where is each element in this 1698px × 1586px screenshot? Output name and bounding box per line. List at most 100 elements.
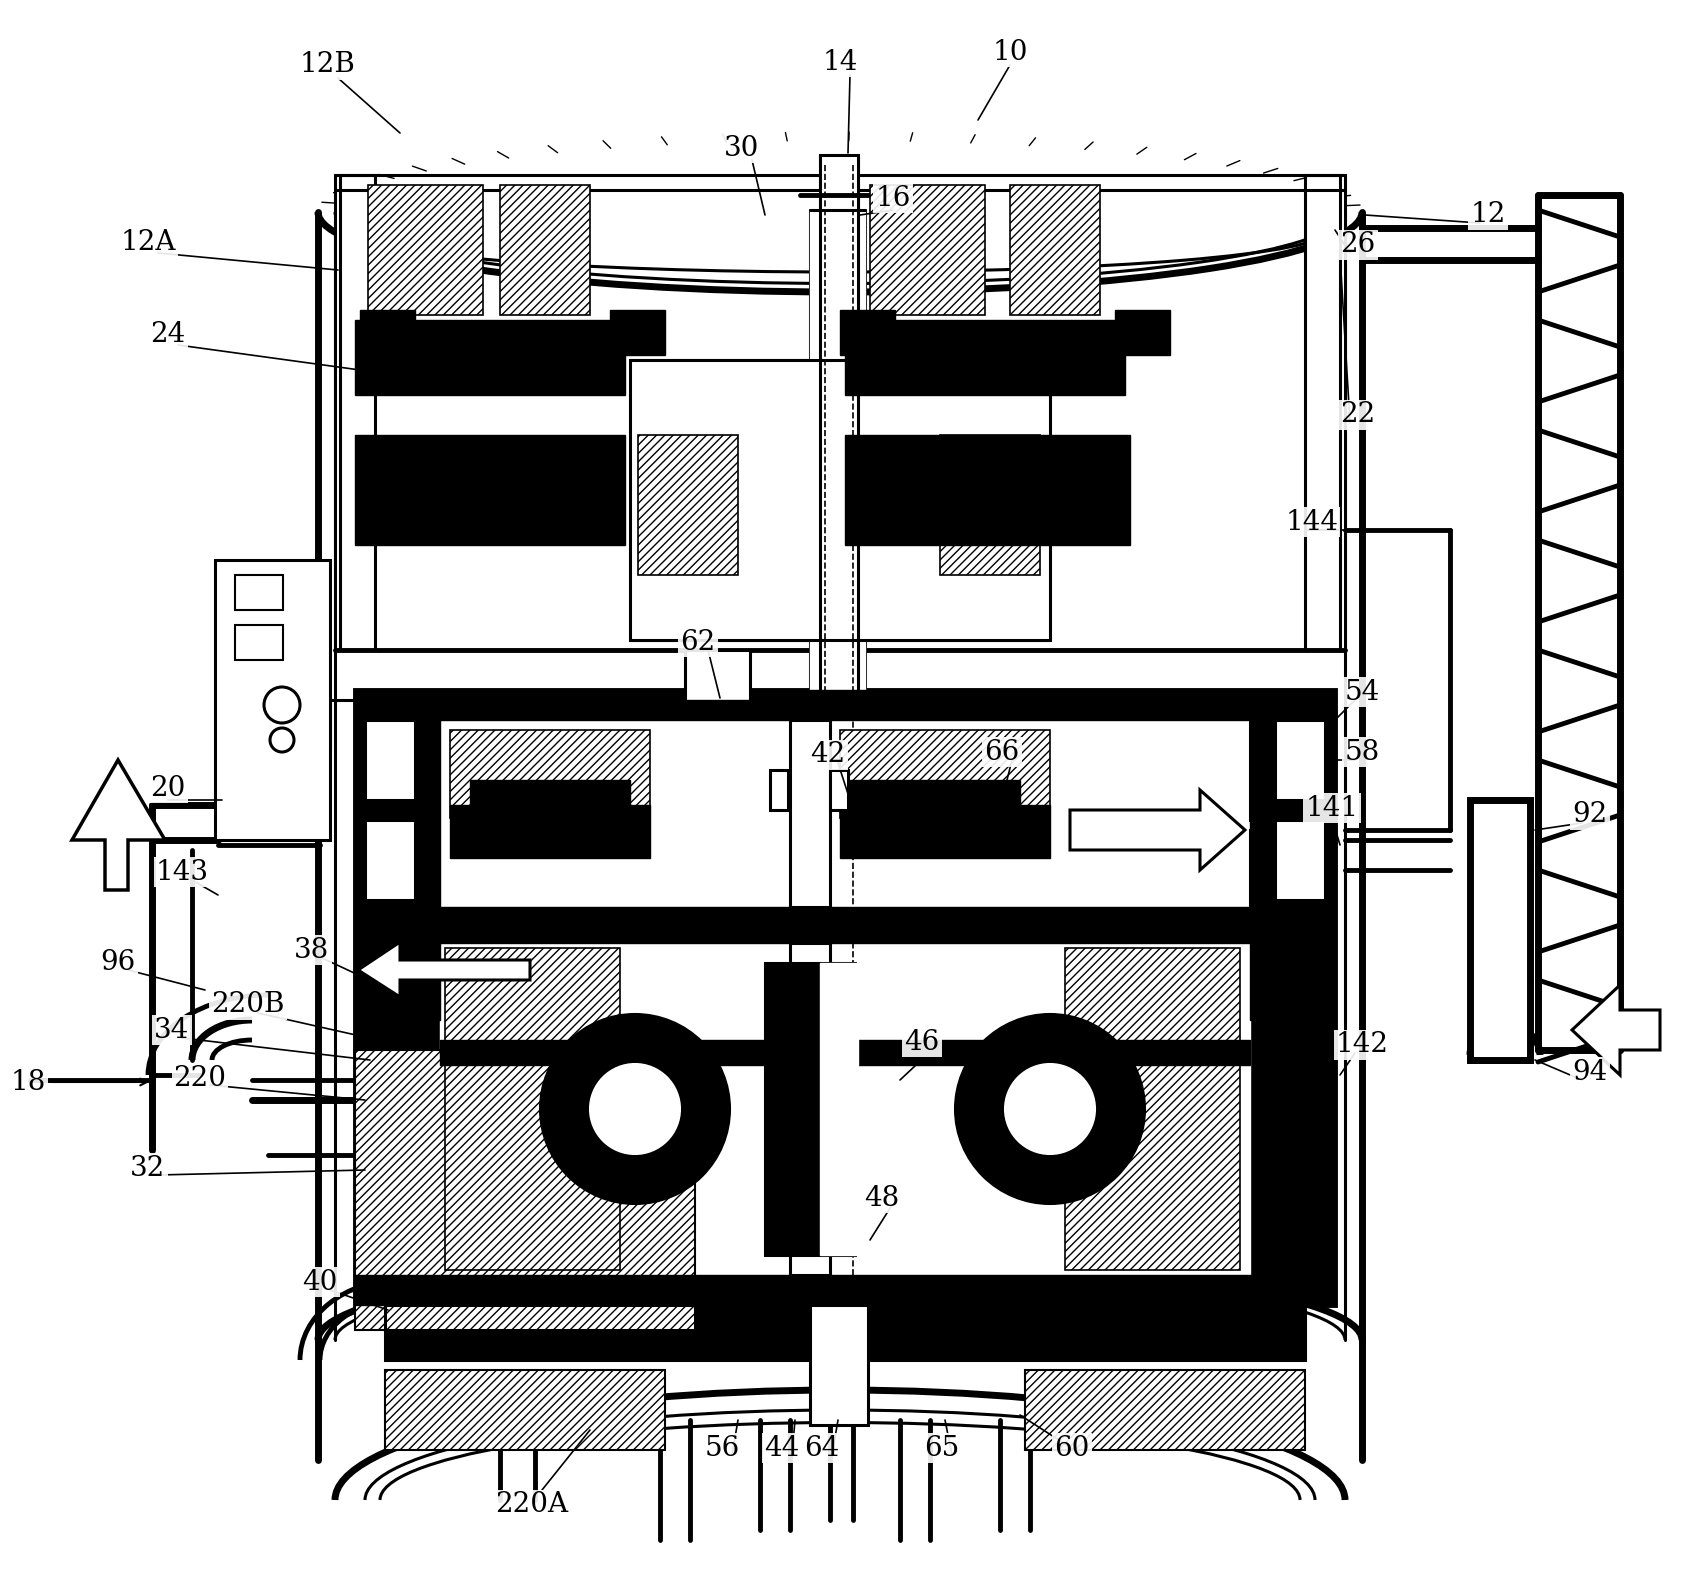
Bar [846, 435, 1129, 546]
Bar [869, 186, 985, 316]
Bar [234, 576, 284, 611]
Text: 20: 20 [151, 774, 185, 801]
Text: 12A: 12A [121, 230, 177, 257]
Text: 48: 48 [864, 1185, 900, 1212]
Polygon shape [71, 760, 165, 890]
Bar [385, 1370, 666, 1450]
Bar [440, 929, 1250, 1301]
Bar [1065, 948, 1240, 1270]
Bar [1250, 699, 1335, 820]
Text: 16: 16 [874, 184, 910, 211]
Bar [355, 690, 1335, 720]
Text: 34: 34 [155, 1017, 190, 1044]
Bar [766, 963, 856, 1255]
Bar [766, 963, 856, 1255]
Bar [365, 720, 414, 799]
Bar [1306, 174, 1345, 650]
Bar [216, 560, 329, 841]
Bar [355, 699, 440, 940]
Text: 12B: 12B [301, 51, 357, 78]
Text: 64: 64 [805, 1434, 839, 1462]
Bar [851, 780, 1020, 810]
Circle shape [270, 728, 294, 752]
Bar [790, 944, 830, 1275]
Polygon shape [1070, 790, 1245, 871]
Bar [610, 309, 666, 355]
Bar [385, 1305, 1306, 1361]
Text: 142: 142 [1336, 1031, 1389, 1058]
Bar [355, 435, 625, 546]
Text: 56: 56 [705, 1434, 740, 1462]
Bar [234, 625, 284, 660]
Bar [790, 720, 830, 907]
Bar [355, 320, 625, 395]
Bar [841, 309, 895, 355]
Circle shape [263, 687, 301, 723]
Bar [355, 690, 1335, 1305]
Polygon shape [1572, 985, 1661, 1075]
Bar [1250, 690, 1335, 1305]
Text: 12: 12 [1470, 201, 1506, 228]
Text: 14: 14 [822, 49, 857, 76]
Bar [365, 820, 414, 899]
Bar [1250, 940, 1335, 1020]
Bar [638, 435, 739, 576]
Text: 60: 60 [1054, 1434, 1090, 1462]
Bar [830, 769, 847, 810]
Circle shape [1005, 1064, 1095, 1155]
Bar [450, 806, 650, 858]
Circle shape [589, 1064, 679, 1155]
Bar [841, 806, 1049, 858]
Text: 26: 26 [1340, 232, 1375, 259]
Bar [1275, 820, 1324, 899]
Text: 22: 22 [1340, 401, 1375, 428]
Text: 54: 54 [1345, 679, 1379, 706]
Text: 94: 94 [1572, 1058, 1608, 1085]
Bar [368, 186, 482, 316]
Text: 10: 10 [992, 38, 1027, 65]
Bar [470, 780, 630, 810]
Text: 220A: 220A [496, 1491, 569, 1518]
Bar [355, 690, 440, 1305]
Text: 144: 144 [1285, 509, 1338, 536]
Text: 42: 42 [810, 742, 846, 769]
Bar [810, 209, 864, 699]
Text: 58: 58 [1345, 739, 1379, 766]
Bar [440, 695, 1250, 925]
Bar [1250, 699, 1335, 940]
Text: 220B: 220B [211, 991, 285, 1018]
Bar [445, 948, 620, 1270]
Circle shape [540, 1013, 730, 1204]
Bar [810, 1305, 868, 1424]
Bar [820, 155, 857, 1350]
Text: 96: 96 [100, 948, 136, 975]
Bar [820, 155, 857, 1350]
Bar [769, 769, 788, 810]
Bar [499, 186, 589, 316]
Bar [1026, 1370, 1306, 1450]
Text: 92: 92 [1572, 801, 1608, 828]
Circle shape [954, 1013, 1144, 1204]
Bar [385, 1305, 1306, 1361]
Text: 40: 40 [302, 1269, 338, 1296]
Bar [1010, 186, 1100, 316]
Text: 65: 65 [924, 1434, 959, 1462]
Bar [820, 963, 857, 1255]
Bar [355, 1275, 1335, 1305]
Text: 44: 44 [764, 1434, 800, 1462]
Bar [355, 940, 440, 1020]
Bar [790, 720, 830, 907]
Bar [810, 1305, 868, 1424]
Bar [790, 944, 830, 1275]
Bar [450, 730, 650, 818]
Bar [355, 907, 1335, 944]
Bar [355, 1050, 694, 1331]
Text: 38: 38 [294, 936, 329, 964]
Text: 62: 62 [681, 628, 715, 655]
Text: 143: 143 [156, 858, 209, 885]
Text: 141: 141 [1306, 795, 1358, 822]
Text: 32: 32 [131, 1155, 166, 1182]
Text: 66: 66 [985, 739, 1019, 766]
Bar [1116, 309, 1170, 355]
Text: 18: 18 [10, 1069, 46, 1096]
